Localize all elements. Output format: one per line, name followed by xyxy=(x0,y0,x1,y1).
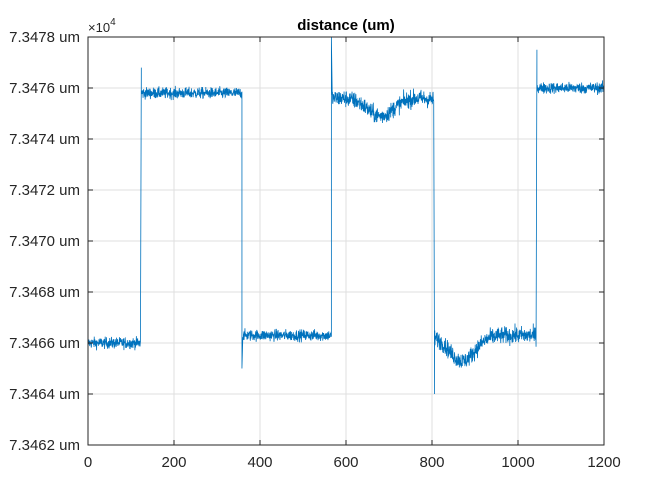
x-tick-label: 400 xyxy=(247,454,272,471)
chart-title: distance (um) xyxy=(297,17,395,34)
y-tick-label: 7.3466 um xyxy=(9,335,80,352)
series-line xyxy=(87,36,605,395)
x-tick-label: 800 xyxy=(419,454,444,471)
x-tick-label: 1200 xyxy=(587,454,620,471)
y-exponent-power: 4 xyxy=(110,17,116,28)
y-exponent-base: ×10 xyxy=(88,20,110,35)
x-tick-label: 200 xyxy=(161,454,186,471)
y-tick-label: 7.3476 um xyxy=(9,80,80,97)
x-tick-label: 1000 xyxy=(501,454,534,471)
x-tick-label: 0 xyxy=(84,454,92,471)
y-tick-label: 7.3472 um xyxy=(9,182,80,199)
ticks: 0 200 400 600 800 1000 1200 7.3462 um 7.3464 um 7… xyxy=(9,29,621,471)
y-tick-label: 7.3464 um xyxy=(9,386,80,403)
y-tick-label: 7.3462 um xyxy=(9,437,80,454)
grid-lines xyxy=(88,37,604,445)
y-tick-label: 7.3478 um xyxy=(9,29,80,46)
x-tick-label: 600 xyxy=(333,454,358,471)
y-tick-label: 7.3470 um xyxy=(9,233,80,250)
data-layer xyxy=(87,36,605,395)
y-exponent-label: ×104 xyxy=(88,17,116,35)
y-tick-label: 7.3468 um xyxy=(9,284,80,301)
y-tick-label: 7.3474 um xyxy=(9,131,80,148)
